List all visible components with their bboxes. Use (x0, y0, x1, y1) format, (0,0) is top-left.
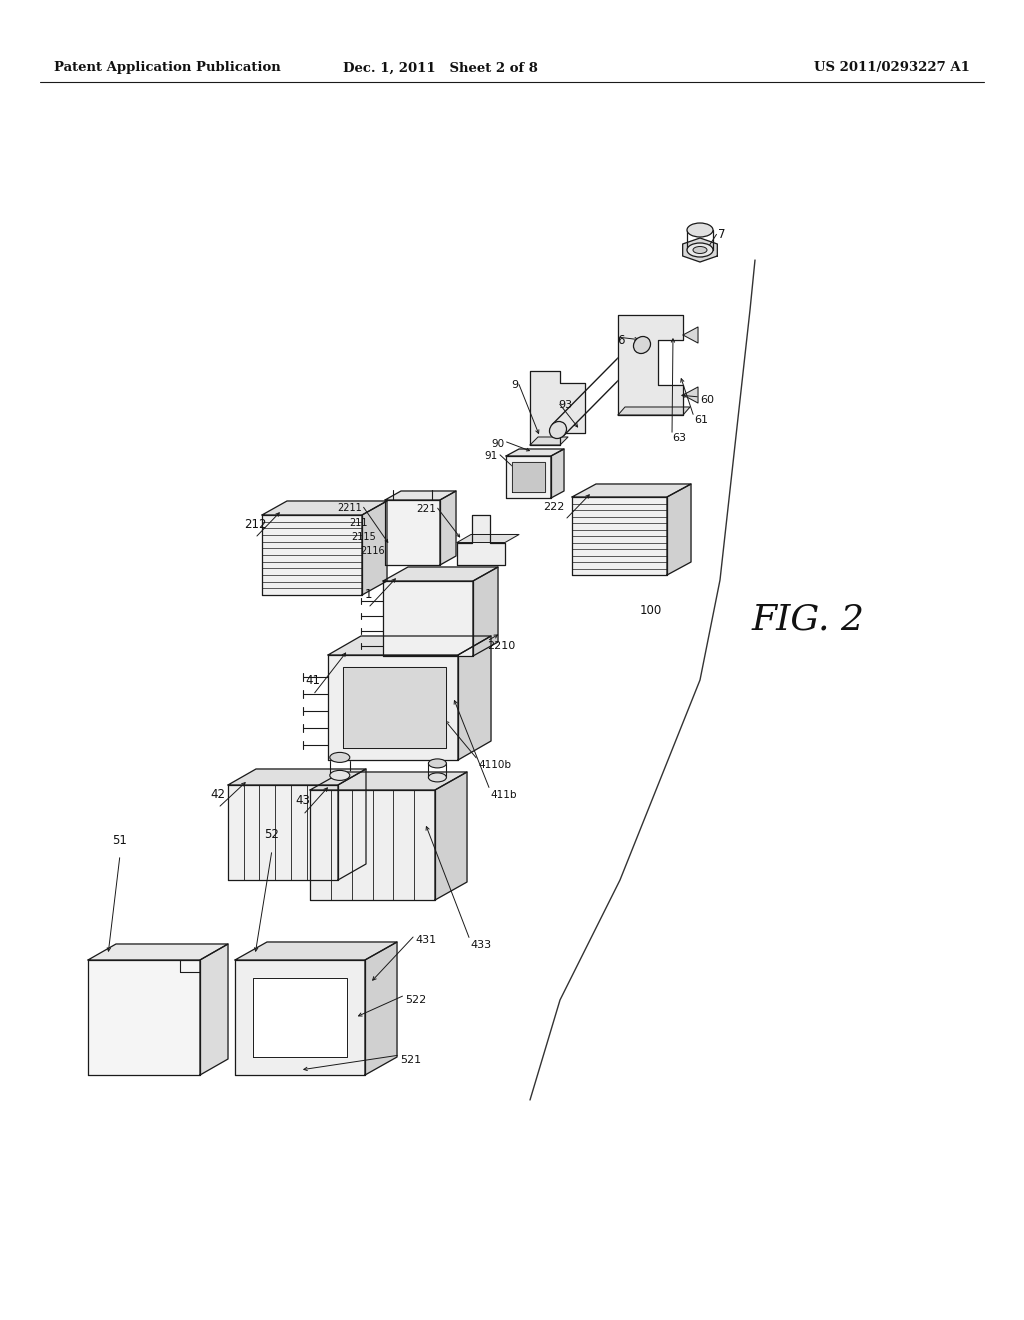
Text: 42: 42 (211, 788, 225, 801)
Text: 63: 63 (672, 433, 686, 444)
Text: 2211: 2211 (337, 503, 362, 513)
Polygon shape (530, 371, 585, 445)
Polygon shape (88, 944, 228, 960)
Polygon shape (234, 960, 365, 1074)
Text: US 2011/0293227 A1: US 2011/0293227 A1 (814, 62, 970, 74)
Polygon shape (383, 568, 498, 581)
Polygon shape (683, 387, 698, 403)
Ellipse shape (428, 774, 446, 781)
Polygon shape (253, 978, 347, 1057)
Polygon shape (365, 942, 397, 1074)
Text: 2210: 2210 (487, 642, 515, 651)
Polygon shape (683, 327, 698, 343)
Text: 100: 100 (640, 603, 663, 616)
Polygon shape (262, 502, 387, 515)
Polygon shape (310, 772, 467, 789)
Polygon shape (200, 944, 228, 1074)
Ellipse shape (634, 337, 650, 354)
Text: 222: 222 (544, 502, 565, 512)
Polygon shape (512, 462, 545, 492)
Text: 52: 52 (264, 829, 280, 842)
Text: 211: 211 (349, 517, 368, 528)
Polygon shape (383, 581, 473, 656)
Text: 411b: 411b (490, 789, 516, 800)
Text: 51: 51 (113, 833, 127, 846)
Polygon shape (338, 770, 366, 880)
Text: FIG. 2: FIG. 2 (752, 603, 864, 638)
Polygon shape (228, 785, 338, 880)
Text: 433: 433 (470, 940, 492, 950)
Text: 9: 9 (511, 380, 518, 389)
Ellipse shape (550, 421, 566, 438)
Ellipse shape (330, 752, 350, 763)
Text: 93: 93 (558, 400, 572, 411)
Text: 90: 90 (490, 440, 504, 449)
Text: Dec. 1, 2011   Sheet 2 of 8: Dec. 1, 2011 Sheet 2 of 8 (343, 62, 538, 74)
Polygon shape (530, 437, 568, 445)
Polygon shape (473, 568, 498, 656)
Ellipse shape (693, 247, 707, 253)
Text: 2116: 2116 (360, 546, 385, 556)
Polygon shape (234, 942, 397, 960)
Polygon shape (328, 636, 490, 655)
Text: 4110b: 4110b (478, 760, 511, 770)
Text: 431: 431 (415, 935, 436, 945)
Polygon shape (618, 315, 683, 414)
Text: 41: 41 (305, 673, 321, 686)
Polygon shape (362, 502, 387, 595)
Polygon shape (328, 655, 458, 760)
Polygon shape (458, 636, 490, 760)
Ellipse shape (428, 759, 446, 768)
Text: 521: 521 (400, 1055, 421, 1065)
Polygon shape (506, 455, 551, 498)
Text: 2115: 2115 (351, 532, 376, 543)
Text: Patent Application Publication: Patent Application Publication (54, 62, 281, 74)
Polygon shape (457, 515, 505, 565)
Polygon shape (435, 772, 467, 900)
Polygon shape (310, 789, 435, 900)
Polygon shape (667, 484, 691, 576)
Polygon shape (228, 770, 366, 785)
Text: 60: 60 (700, 395, 714, 405)
Polygon shape (618, 407, 690, 414)
Polygon shape (457, 535, 519, 543)
Polygon shape (551, 449, 564, 498)
Polygon shape (262, 515, 362, 595)
Polygon shape (385, 500, 440, 565)
Text: 43: 43 (296, 793, 310, 807)
Polygon shape (572, 484, 691, 498)
Polygon shape (440, 491, 456, 565)
Text: 522: 522 (406, 995, 426, 1005)
Text: 6: 6 (617, 334, 625, 346)
Polygon shape (385, 491, 456, 500)
Ellipse shape (687, 223, 713, 238)
Text: 221: 221 (416, 504, 436, 513)
Polygon shape (88, 960, 200, 1074)
Text: 212: 212 (244, 519, 266, 532)
Polygon shape (343, 667, 446, 748)
Text: 91: 91 (484, 451, 498, 461)
Ellipse shape (687, 243, 713, 257)
Polygon shape (506, 449, 564, 455)
Text: 1: 1 (365, 589, 372, 602)
Text: 61: 61 (694, 414, 708, 425)
Polygon shape (683, 238, 718, 261)
Polygon shape (572, 498, 667, 576)
Ellipse shape (330, 771, 350, 780)
Text: 7: 7 (718, 228, 725, 242)
